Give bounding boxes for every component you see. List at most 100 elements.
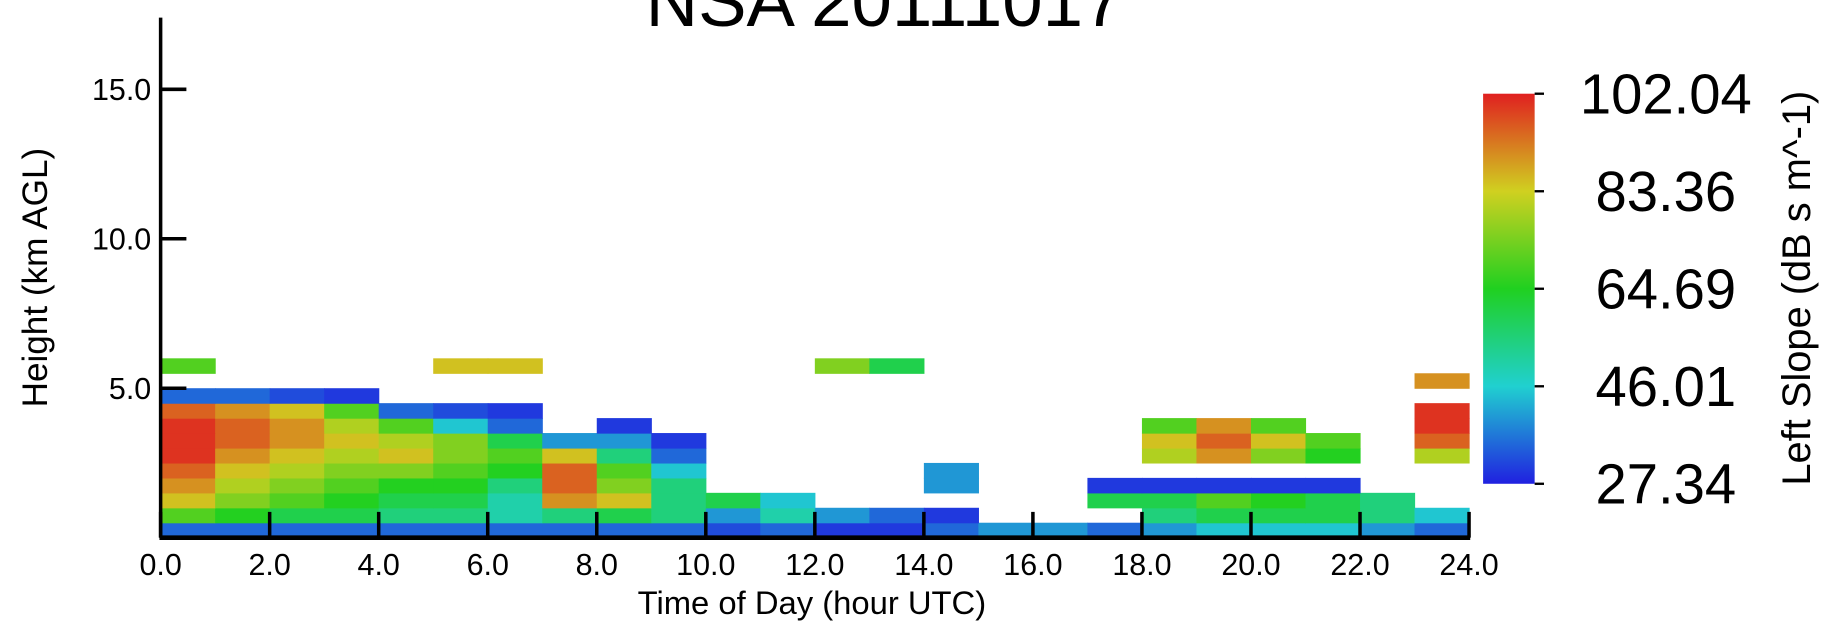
heatmap-cell bbox=[542, 507, 598, 524]
chart-title: NSA 20111017 bbox=[646, 0, 1124, 42]
heatmap-cell bbox=[760, 492, 816, 509]
colorbar-tick-label: 46.01 bbox=[1595, 355, 1736, 418]
y-tick-label: 5.0 bbox=[109, 372, 151, 406]
heatmap-cell bbox=[269, 492, 325, 509]
heatmap-cell bbox=[596, 477, 652, 494]
heatmap-cell bbox=[269, 507, 325, 524]
heatmap-cell bbox=[1250, 477, 1307, 494]
heatmap-cell bbox=[1414, 433, 1470, 449]
heatmap-cell bbox=[1360, 522, 1416, 539]
heatmap-cell bbox=[1087, 522, 1143, 539]
heatmap-cell bbox=[1141, 447, 1198, 464]
heatmap-cell bbox=[1196, 433, 1252, 449]
heatmap-cell bbox=[215, 388, 271, 404]
heatmap-cell bbox=[215, 492, 271, 509]
heatmap-cell bbox=[487, 477, 543, 494]
heatmap-cell bbox=[160, 492, 216, 509]
heatmap-cell bbox=[1196, 522, 1252, 539]
heatmap-cell bbox=[596, 418, 652, 434]
heatmap-cell bbox=[1032, 522, 1089, 539]
heatmap-cell bbox=[433, 447, 489, 464]
heatmap-cell bbox=[651, 462, 707, 479]
heatmap-cell bbox=[160, 522, 216, 539]
heatmap-cell bbox=[1141, 418, 1198, 434]
heatmap-cell bbox=[596, 522, 652, 539]
heatmap-cell bbox=[1414, 507, 1470, 524]
heatmap-cell bbox=[269, 433, 325, 449]
colorbar-tick-label: 83.36 bbox=[1595, 160, 1736, 223]
heatmap-cell bbox=[324, 418, 380, 434]
heatmap-cell bbox=[269, 388, 325, 404]
heatmap-cell bbox=[923, 477, 979, 494]
heatmap-cell bbox=[160, 507, 216, 524]
heatmap-cell bbox=[1305, 477, 1361, 494]
heatmap-cell bbox=[923, 462, 979, 479]
heatmap-cell bbox=[324, 477, 380, 494]
heatmap-cell bbox=[487, 418, 543, 434]
heatmap-cell bbox=[269, 403, 325, 419]
heatmap-cell bbox=[705, 492, 761, 509]
heatmap-cell bbox=[1196, 418, 1252, 434]
heatmap-cell bbox=[923, 507, 979, 524]
heatmap-cell bbox=[378, 433, 434, 449]
heatmap-cell bbox=[542, 462, 598, 479]
heatmap-cell bbox=[378, 403, 434, 419]
x-tick-label: 10.0 bbox=[676, 548, 735, 582]
heatmap-cell bbox=[378, 507, 434, 524]
heatmap-cell bbox=[705, 507, 761, 524]
heatmap-cell bbox=[651, 522, 707, 539]
heatmap-cell bbox=[160, 433, 216, 449]
heatmap-cell bbox=[542, 522, 598, 539]
colorbar bbox=[1483, 93, 1535, 484]
heatmap-cell bbox=[869, 522, 925, 539]
heatmap-cell bbox=[1250, 447, 1307, 464]
heatmap-cell bbox=[1305, 507, 1361, 524]
heatmap-cell bbox=[324, 507, 380, 524]
heatmap-cell bbox=[1196, 447, 1252, 464]
y-axis-label: Height (km AGL) bbox=[16, 148, 55, 408]
heatmap-cell bbox=[651, 507, 707, 524]
heatmap-cell bbox=[705, 522, 761, 539]
heatmap-cell bbox=[324, 388, 380, 404]
heatmap-cell bbox=[215, 418, 271, 434]
x-tick-label: 8.0 bbox=[576, 548, 618, 582]
heatmap-cell bbox=[215, 462, 271, 479]
x-tick-label: 0.0 bbox=[139, 548, 181, 582]
heatmap-cell bbox=[487, 447, 543, 464]
heatmap-cell bbox=[1196, 477, 1252, 494]
x-tick-label: 2.0 bbox=[248, 548, 290, 582]
y-tick-label: 15.0 bbox=[92, 73, 151, 107]
heatmap-cell bbox=[651, 492, 707, 509]
colorbar-label: Left Slope (dB s m^-1) bbox=[1775, 91, 1819, 486]
heatmap-cell bbox=[433, 433, 489, 449]
heatmap-cell bbox=[215, 447, 271, 464]
x-tick-label: 16.0 bbox=[1003, 548, 1062, 582]
heatmap-cell bbox=[1196, 492, 1252, 509]
heatmap-cell bbox=[1250, 492, 1307, 509]
heatmap-cell bbox=[433, 418, 489, 434]
heatmap-cell bbox=[378, 462, 434, 479]
heatmap-cell bbox=[1414, 403, 1470, 419]
heatmap-cells bbox=[160, 358, 1470, 539]
heatmap-cell bbox=[215, 403, 271, 419]
heatmap-cell bbox=[324, 447, 380, 464]
heatmap-cell bbox=[596, 492, 652, 509]
heatmap-cell bbox=[596, 462, 652, 479]
heatmap-cell bbox=[433, 358, 489, 374]
heatmap-cell bbox=[1141, 507, 1198, 524]
x-tick-label: 18.0 bbox=[1112, 548, 1171, 582]
heatmap-cell bbox=[542, 447, 598, 464]
heatmap-cell bbox=[869, 507, 925, 524]
heatmap-cell bbox=[215, 507, 271, 524]
heatmap-cell bbox=[487, 492, 543, 509]
heatmap-cell bbox=[487, 358, 543, 374]
heatmap-cell bbox=[1414, 447, 1470, 464]
heatmap-cell bbox=[269, 522, 325, 539]
x-tick-label: 14.0 bbox=[894, 548, 953, 582]
heatmap-cell bbox=[1141, 492, 1198, 509]
heatmap-cell bbox=[651, 477, 707, 494]
x-axis-label: Time of Day (hour UTC) bbox=[638, 584, 987, 621]
heatmap-cell bbox=[814, 358, 870, 374]
colorbar-tick-label: 27.34 bbox=[1595, 453, 1736, 516]
x-tick-label: 6.0 bbox=[467, 548, 509, 582]
